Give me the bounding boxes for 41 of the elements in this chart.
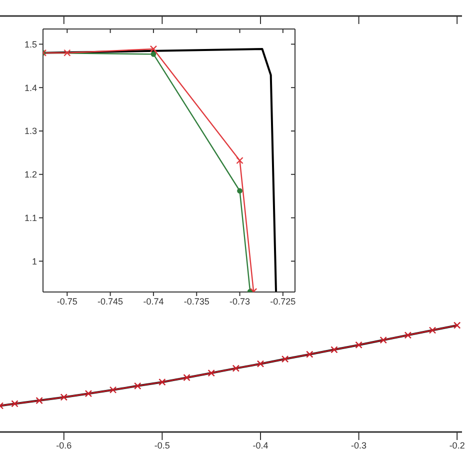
point: [11, 400, 18, 408]
point: [84, 390, 92, 398]
point: [236, 156, 244, 164]
point: [237, 188, 242, 194]
x-tick-label: -0.75: [56, 296, 78, 306]
x-tick-label: -0.5: [154, 440, 170, 450]
x-tick-label: -0.2: [449, 440, 465, 450]
point: [60, 394, 68, 401]
point: [330, 346, 338, 354]
point: [109, 386, 117, 394]
point: [183, 374, 190, 382]
point: [208, 369, 215, 377]
x-tick-label: -0.6: [56, 440, 72, 450]
point: [404, 332, 412, 339]
y-tick-label: 1: [32, 256, 37, 266]
point: [428, 326, 436, 334]
point: [150, 51, 156, 57]
x-tick-label: -0.73: [230, 296, 250, 306]
point: [36, 396, 43, 404]
x-tick-label: -0.745: [98, 296, 124, 306]
x-tick-label: -0.74: [143, 296, 164, 306]
point: [355, 341, 362, 349]
x-tick-label: -0.725: [270, 296, 296, 306]
point: [453, 322, 461, 329]
point: [64, 49, 71, 56]
point: [134, 382, 142, 390]
x-tick-label: -0.3: [351, 440, 367, 450]
y-tick-label: 1.4: [24, 82, 37, 93]
point: [256, 360, 264, 368]
y-tick-label: 1.5: [24, 39, 37, 50]
x-tick-label: -0.735: [184, 296, 210, 306]
point: [232, 364, 240, 372]
point: [281, 355, 289, 363]
y-tick-label: 1.1: [24, 212, 37, 223]
y-tick-label: 1.3: [24, 126, 37, 136]
point: [306, 350, 314, 358]
point: [150, 45, 158, 53]
y-tick-label: 1.2: [24, 170, 37, 180]
point: [158, 378, 166, 386]
point: [380, 336, 387, 344]
x-tick-label: -0.4: [252, 440, 268, 450]
